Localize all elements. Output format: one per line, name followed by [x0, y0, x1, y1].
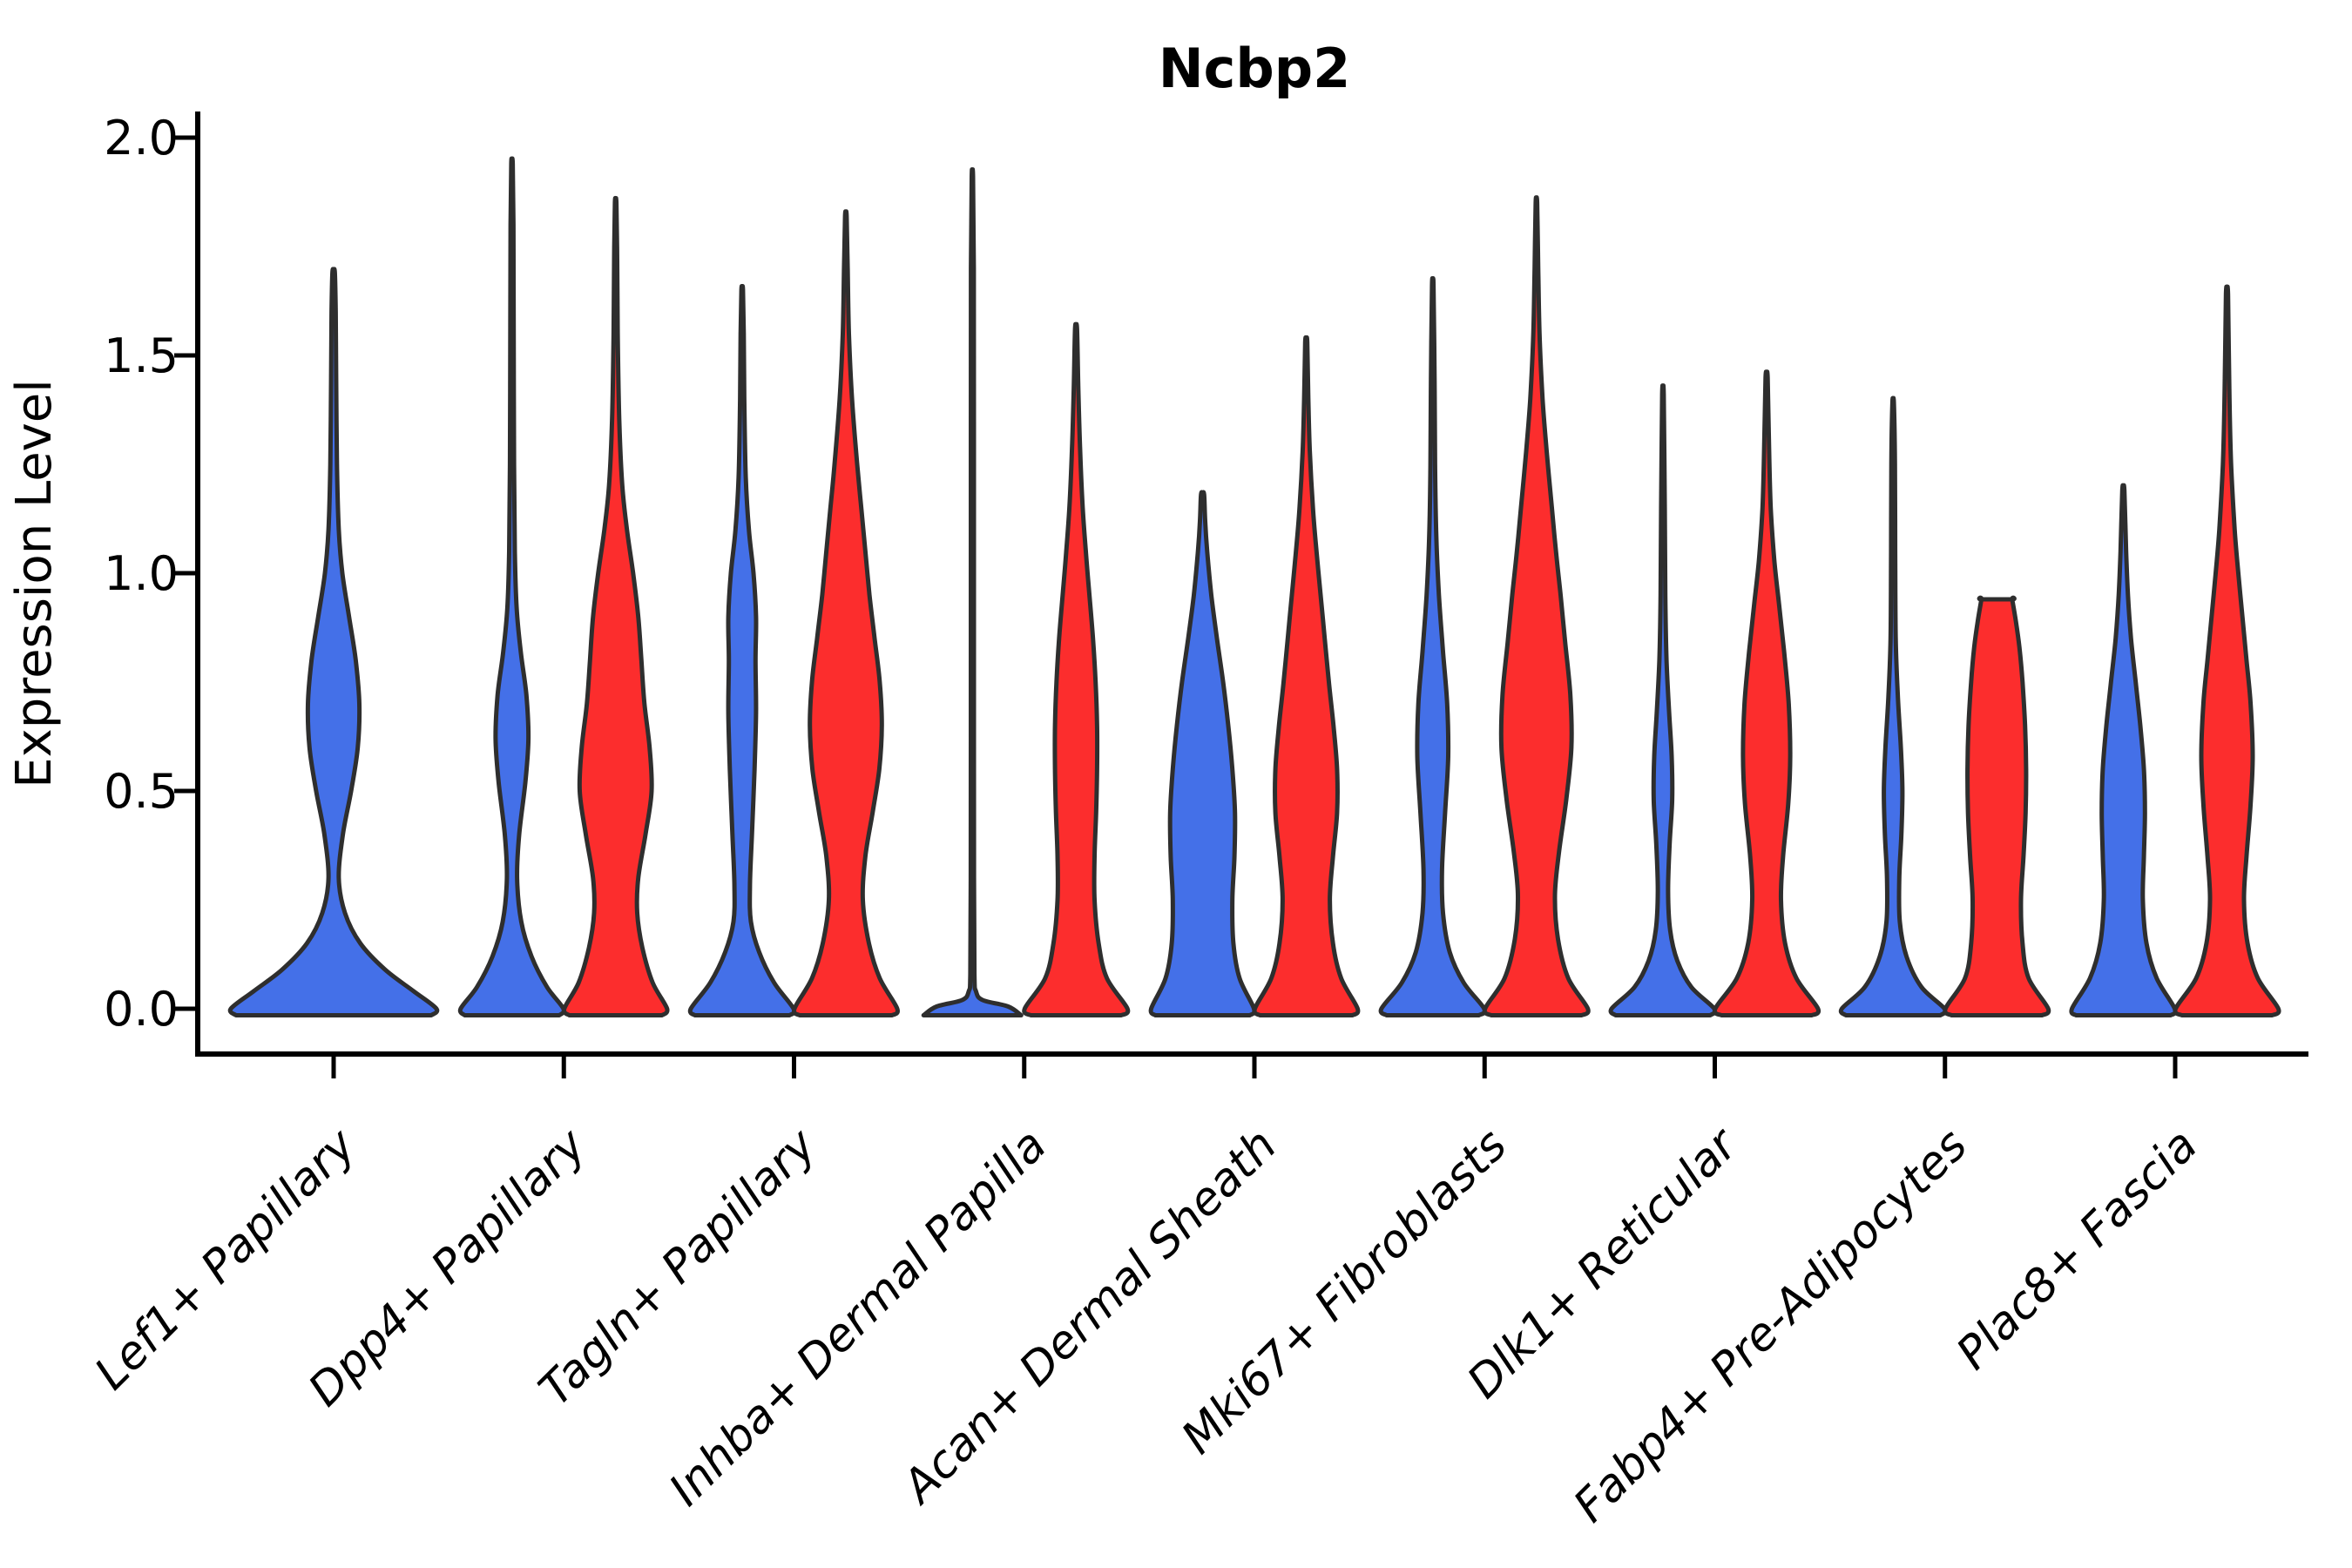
violin-blue-fabp4-pre-adipocytes — [1838, 395, 1948, 1017]
y-tick-labels: 0.0 0.5 1.0 1.5 2.0 — [104, 111, 179, 1037]
y-tick-label: 2.0 — [104, 111, 179, 166]
violin-red-acan-dermal-sheath — [1252, 335, 1361, 1017]
violin-red-inhba-dermal-papilla — [1022, 321, 1131, 1017]
x-tick-label: Inhba+ Dermal Papilla — [659, 1119, 1057, 1517]
x-tick-label: Fabp4+ Pre-Adipocytes — [1564, 1119, 1977, 1533]
y-tick-label: 1.5 — [104, 328, 179, 383]
violin-blue-lef1-papillary — [227, 267, 440, 1017]
y-tick-label: 0.0 — [104, 982, 179, 1037]
violin-red-tagln-papillary — [792, 209, 900, 1017]
y-axis-label: Expression Level — [6, 379, 63, 788]
violin-blue-dlk1-reticular — [1608, 383, 1718, 1017]
violin-red-dlk1-reticular — [1712, 369, 1821, 1017]
violins-layer — [227, 156, 2281, 1017]
violin-blue-mki67-fibroblasts — [1378, 276, 1487, 1017]
violin-blue-dpp4-papillary — [457, 156, 566, 1017]
tick-marks-layer — [174, 135, 2178, 1078]
violin-red-mki67-fibroblasts — [1482, 195, 1591, 1017]
violin-red-fabp4-pre-adipocytes — [1943, 595, 2051, 1017]
x-tick-label: Plac8+ Fascia — [1947, 1119, 2207, 1380]
violin-blue-plac8-fascia — [2069, 483, 2178, 1017]
violin-red-plac8-fascia — [2173, 284, 2281, 1017]
chart-title: Ncbp2 — [1159, 37, 1351, 100]
y-tick-label: 1.0 — [104, 546, 179, 601]
y-tick-label: 0.5 — [104, 764, 179, 819]
violin-red-dpp4-papillary — [562, 195, 670, 1017]
violin-blue-acan-dermal-sheath — [1148, 490, 1257, 1017]
violin-blue-inhba-dermal-papilla — [921, 167, 1024, 1017]
x-tick-label: Acan+ Dermal Sheath — [891, 1119, 1287, 1515]
x-tick-labels: Lef1+ Papillary Dpp4+ Papillary Tagln+ P… — [85, 1117, 2207, 1532]
violin-blue-tagln-papillary — [687, 284, 797, 1017]
